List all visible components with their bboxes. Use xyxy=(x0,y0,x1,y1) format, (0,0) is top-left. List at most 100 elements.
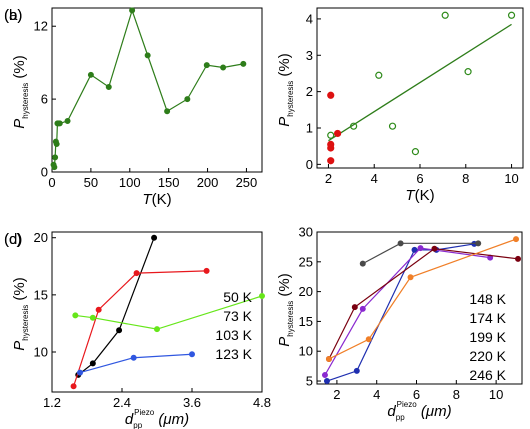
panel-label: (a) xyxy=(4,7,22,24)
series-1-point xyxy=(388,122,397,130)
y-tick-label: 3 xyxy=(306,48,313,63)
series-174k-line xyxy=(324,247,491,376)
series-123k-point xyxy=(76,369,83,376)
series-0-point xyxy=(164,108,171,115)
series-199k-point xyxy=(431,245,438,252)
series-148k-point xyxy=(353,367,360,374)
series-0-point xyxy=(144,52,151,59)
y-tick-label: 2 xyxy=(306,84,313,99)
x-axis-label: T(K) xyxy=(405,187,434,204)
series-199k-point xyxy=(515,255,522,262)
y-tick-label: 15 xyxy=(299,314,313,329)
series-0-point xyxy=(52,154,59,161)
x-tick-label: 2.4 xyxy=(113,395,131,410)
series-1-point xyxy=(507,11,516,19)
legend-entry: 103 K xyxy=(215,327,252,343)
series-103k-point xyxy=(72,312,79,319)
series-220k-point xyxy=(365,336,372,343)
plot-frame xyxy=(51,7,263,173)
x-tick-label: 1.2 xyxy=(43,395,61,410)
x-tick-label: 50 xyxy=(84,175,98,190)
series-199k-point xyxy=(351,304,358,311)
series-0-point xyxy=(184,96,191,103)
series-103k-point xyxy=(259,293,266,300)
y-tick-label: 15 xyxy=(34,287,48,302)
series-0-point xyxy=(327,140,335,148)
plot-frame xyxy=(316,231,523,385)
panel-label: (c) xyxy=(4,231,22,248)
x-tick-label: 10 xyxy=(504,171,518,186)
series-0-point xyxy=(51,164,58,171)
y-tick-label: 12 xyxy=(34,19,48,34)
legend-entry: 199 K xyxy=(469,329,506,345)
y-tick-label: 5 xyxy=(306,374,313,389)
y-axis-label: Physteresis (%) xyxy=(11,277,30,351)
legend-entry: 220 K xyxy=(469,348,506,364)
series-0-point xyxy=(53,141,60,148)
series-103k-point xyxy=(154,326,161,333)
series-246k-point xyxy=(359,260,366,267)
y-tick-label: 6 xyxy=(41,92,48,107)
series-103k-point xyxy=(89,314,96,321)
legend-entry: 123 K xyxy=(215,346,252,362)
series-50k-line xyxy=(77,237,155,376)
x-tick-label: 8 xyxy=(462,171,469,186)
series-0-point xyxy=(203,62,210,69)
series-50k-point xyxy=(89,360,96,367)
y-tick-label: 10 xyxy=(299,344,313,359)
x-tick-label: 0 xyxy=(48,175,55,190)
y-tick-label: 0 xyxy=(41,165,48,180)
series-73k-point xyxy=(95,306,102,313)
y-tick-label: 20 xyxy=(34,230,48,245)
fit-line xyxy=(328,23,512,142)
series-220k-point xyxy=(513,236,520,243)
series-73k-point xyxy=(203,267,210,274)
x-tick-label: 3.6 xyxy=(183,395,201,410)
series-1-point xyxy=(441,11,449,19)
x-tick-label: 4 xyxy=(371,171,378,186)
series-174k-point xyxy=(359,305,366,312)
y-tick-label: 20 xyxy=(299,284,313,299)
series-148k-point xyxy=(323,378,330,385)
panel-label: (d) xyxy=(4,231,22,248)
series-73k-point xyxy=(70,383,77,390)
y-tick-label: 25 xyxy=(299,254,313,269)
series-174k-point xyxy=(417,245,424,252)
series-220k-point xyxy=(325,355,332,362)
series-0-point xyxy=(220,64,227,71)
x-axis-label: dppPiezo (μm) xyxy=(125,408,189,429)
legend-entry: 174 K xyxy=(469,310,506,326)
plot-frame xyxy=(316,7,524,169)
series-0-point xyxy=(105,83,112,90)
y-tick-label: 30 xyxy=(299,225,313,240)
y-axis-label: Physteresis (%) xyxy=(276,273,295,347)
x-tick-label: 10 xyxy=(489,387,503,402)
x-tick-label: 6 xyxy=(413,387,420,402)
x-tick-label: 100 xyxy=(119,175,141,190)
series-0-point xyxy=(334,129,342,138)
panel-c: (c) 1.2 2.4 3.6 4.8 10 15 20 Physteresis (%) dppP… xyxy=(4,230,271,429)
y-tick-label: 10 xyxy=(34,345,48,360)
series-50k-point xyxy=(151,234,158,241)
y-tick-label: 4 xyxy=(306,11,313,26)
x-tick-label: 4 xyxy=(373,387,380,402)
series-0-point xyxy=(64,117,71,124)
x-tick-label: 6 xyxy=(416,171,423,186)
series-1-point xyxy=(327,131,335,139)
series-73k-line xyxy=(73,270,207,387)
series-0-point xyxy=(129,7,136,14)
legend-entry: 148 K xyxy=(469,291,506,307)
series-0-point xyxy=(240,60,247,67)
panel-d: (d) 2 4 6 8 10 5 10 15 20 25 30 Physteresis (%) dppPi… xyxy=(4,225,523,422)
panel-label: (b) xyxy=(4,7,22,24)
x-tick-label: 150 xyxy=(158,175,180,190)
series-220k-point xyxy=(407,274,414,281)
series-103k-line xyxy=(75,295,263,330)
y-tick-label: 1 xyxy=(306,121,313,136)
series-246k-point xyxy=(397,240,404,247)
series-1-point xyxy=(464,68,472,76)
series-0-line xyxy=(52,8,244,168)
x-tick-label: 200 xyxy=(197,175,219,190)
